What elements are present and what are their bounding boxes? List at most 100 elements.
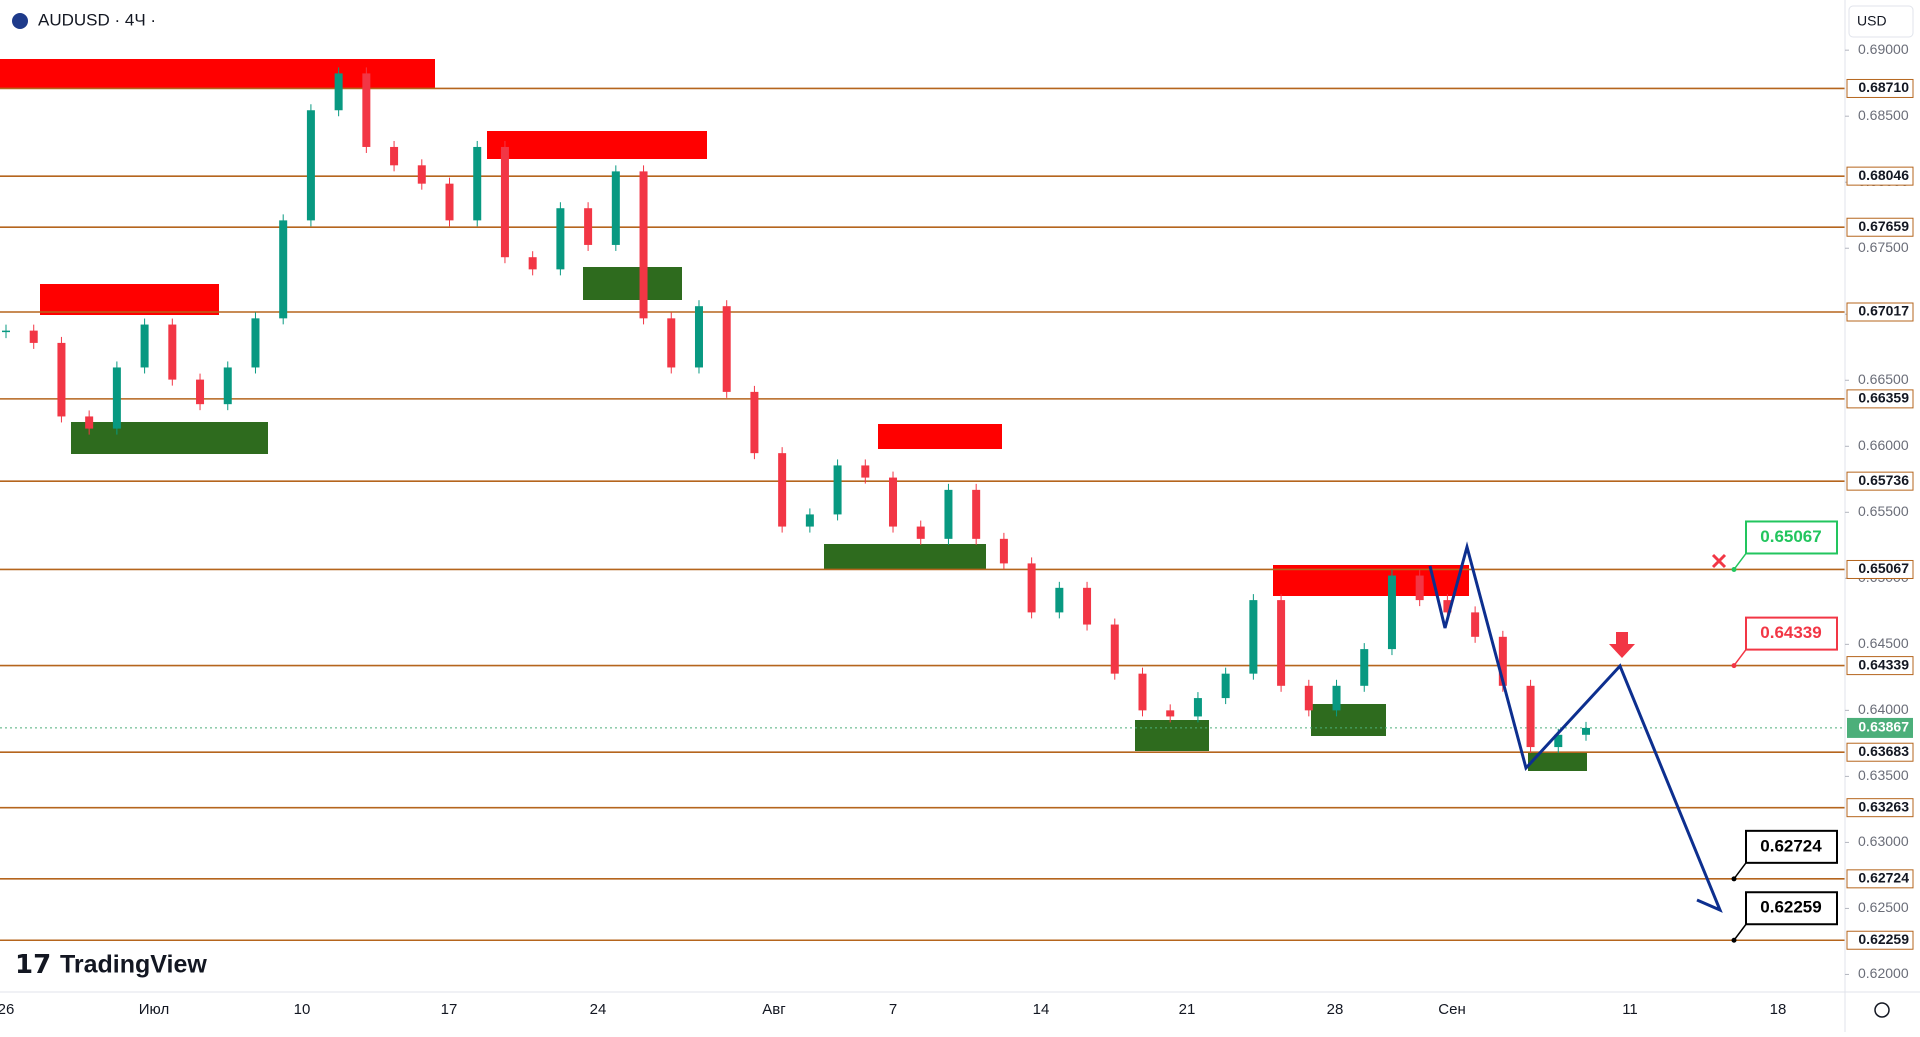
candle-body	[1221, 673, 1230, 699]
level-label: 0.65736	[1858, 472, 1909, 488]
level-label-box	[1846, 78, 1914, 98]
candle-body	[1027, 563, 1036, 613]
level-label-box	[1846, 471, 1914, 491]
x-tick-label: 10	[294, 1001, 311, 1018]
level-label-box	[1846, 869, 1914, 889]
candle-body	[251, 318, 260, 368]
y-tick-label: 0.63000	[1858, 833, 1909, 849]
levels	[0, 87, 1845, 942]
target-dot	[1731, 663, 1737, 669]
candle-body	[1360, 649, 1369, 686]
last-price-label: 0.63867	[1858, 719, 1909, 735]
candle-body	[1055, 587, 1064, 613]
y-tick-label: 0.67500	[1858, 239, 1909, 255]
x-tick-label: 18	[1770, 1001, 1787, 1018]
candle-body	[1332, 685, 1341, 711]
resistance-zone	[40, 284, 219, 315]
candle-body	[861, 465, 870, 478]
candle-body	[1443, 600, 1452, 613]
support-zone	[71, 422, 268, 454]
flag-icon	[12, 13, 28, 29]
target-dot	[1731, 937, 1737, 943]
target-dot	[1731, 876, 1737, 882]
level-label: 0.66359	[1858, 390, 1909, 406]
candle-body	[1526, 685, 1535, 748]
candle-body	[667, 318, 676, 368]
y-tick-label: 0.64000	[1858, 701, 1909, 717]
candle-body	[168, 324, 177, 380]
candle-body	[1277, 600, 1286, 686]
logo: 𝟭𝟳	[15, 949, 51, 979]
level-label-box	[1846, 930, 1914, 950]
y-tick-label: 0.62000	[1858, 965, 1909, 981]
candle-body	[85, 416, 94, 429]
y-tick-label: 0.68500	[1858, 107, 1909, 123]
candle-body	[1249, 600, 1258, 674]
level-label-box	[1846, 166, 1914, 186]
y-tick-label: 0.66500	[1858, 371, 1909, 387]
candle-body	[1304, 685, 1313, 711]
target-box	[1745, 520, 1838, 555]
candle-body	[584, 208, 593, 245]
candle-body	[972, 489, 981, 539]
candle-body	[805, 514, 814, 527]
target-box	[1745, 829, 1838, 864]
level-label: 0.67017	[1858, 303, 1909, 319]
price-axis: 0.62000 0.62500 0.63000 0.63500 0.64000 0.645…	[1845, 41, 1914, 981]
level-label: 0.63263	[1858, 798, 1909, 814]
support-zone	[583, 267, 682, 300]
level-label-box	[1846, 656, 1914, 676]
x-tick-label: Авг	[762, 1001, 786, 1018]
level-label: 0.65067	[1858, 560, 1909, 576]
resistance-zone	[878, 424, 1002, 449]
candle-body	[196, 379, 205, 405]
candle-body	[778, 453, 787, 527]
settings-icon[interactable]	[1874, 1002, 1890, 1018]
target-dot	[1731, 566, 1737, 572]
x-tick-label: 26	[0, 1001, 14, 1018]
level-label-box	[1846, 742, 1914, 762]
candle-body	[611, 171, 620, 245]
level-label: 0.68710	[1858, 79, 1909, 95]
symbol: AUDUSD · 4Ч ·	[38, 10, 156, 29]
candle-body	[722, 306, 731, 392]
candle-body	[833, 465, 842, 515]
y-tick-label: 0.63500	[1858, 767, 1909, 783]
candle-body	[639, 171, 648, 319]
candle-body	[944, 489, 953, 539]
candle-body	[1415, 575, 1424, 601]
currency-button[interactable]	[1848, 5, 1914, 38]
y-tick-label: 0.65500	[1858, 503, 1909, 519]
currency[interactable]: USD	[1857, 13, 1887, 29]
candle-body	[1471, 612, 1480, 637]
support-zone	[824, 544, 986, 569]
candle-body	[1498, 636, 1507, 686]
x-tick-label: Сен	[1438, 1001, 1465, 1018]
level-label: 0.62724	[1858, 870, 1909, 886]
candle-body	[916, 526, 925, 539]
candle-body	[473, 146, 482, 221]
support-zone	[1528, 752, 1587, 771]
down-arrow	[1609, 632, 1635, 658]
level-label-box	[1846, 798, 1914, 818]
y-tick-label: 0.62500	[1858, 899, 1909, 915]
target-label: 0.62259	[1760, 898, 1821, 917]
level-label: 0.67659	[1858, 218, 1909, 234]
candle-body	[528, 257, 537, 270]
candle-body	[1193, 698, 1202, 717]
candle-body	[140, 324, 149, 368]
x-tick-label: Июл	[139, 1001, 169, 1018]
candle-body	[445, 183, 454, 221]
x-tick-label: 24	[590, 1001, 607, 1018]
x-tick-label: 7	[889, 1001, 897, 1018]
projection	[1428, 541, 1727, 913]
last-price-box	[1847, 717, 1913, 738]
x-tick-label: 21	[1179, 1001, 1196, 1018]
x-tick-label: 14	[1033, 1001, 1050, 1018]
candle-body	[334, 73, 343, 111]
target-connector	[1733, 649, 1747, 667]
support-zone	[1311, 704, 1386, 736]
target-box	[1745, 616, 1838, 651]
candle-body	[556, 208, 565, 270]
